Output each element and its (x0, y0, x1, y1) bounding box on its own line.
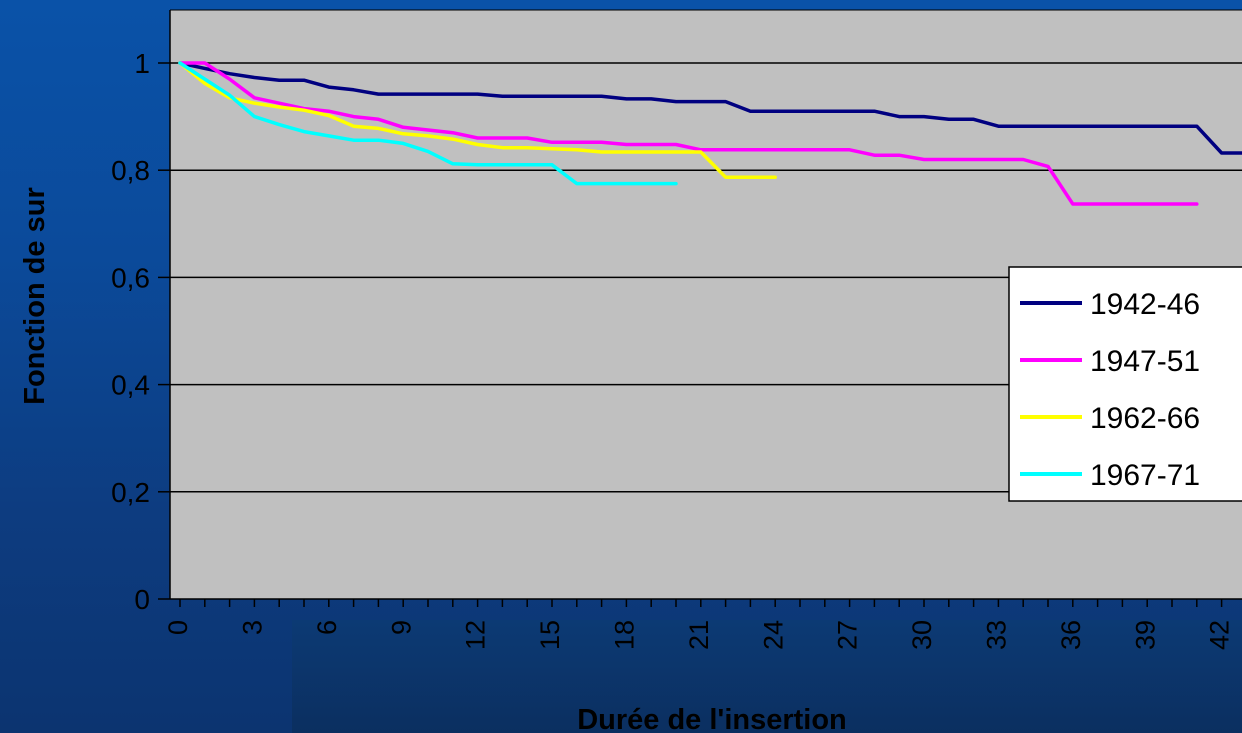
x-tick-label-4: 12 (461, 620, 491, 650)
series-line-1967-71 (178, 61, 678, 186)
legend-label-1942-46: 1942-46 (1090, 288, 1200, 321)
x-tick-label-0: 0 (163, 620, 193, 635)
series-line-1947-51 (178, 61, 1199, 206)
series-line-1962-66 (178, 61, 777, 179)
x-tick-label-5: 15 (535, 620, 565, 650)
x-tick-label-9: 27 (833, 620, 863, 650)
y-axis-title: Fonction de sur (19, 187, 51, 405)
y-tick-label-0: 0 (134, 584, 150, 615)
x-axis-title: Durée de l'insertion (577, 704, 847, 733)
x-tick-label-1: 3 (238, 620, 268, 635)
legend: 1942-46 1947-51 1962-66 1967-71 (1008, 266, 1242, 502)
x-tick-label-7: 21 (684, 620, 714, 650)
axes (169, 9, 1242, 600)
series-line-1942-46 (178, 61, 1242, 155)
x-axis-ticks: 0 3 6 9 12 15 18 21 24 27 30 33 36 39 42 (163, 599, 1235, 650)
series-lines (178, 61, 1242, 206)
x-tick-label-11: 33 (982, 620, 1012, 650)
legend-label-1947-51: 1947-51 (1090, 345, 1200, 378)
y-tick-label-1: 0,2 (111, 477, 150, 508)
background-dark-block (292, 620, 1242, 733)
x-tick-label-12: 36 (1056, 620, 1086, 650)
x-tick-label-2: 6 (312, 620, 342, 635)
x-tick-label-10: 30 (907, 620, 937, 650)
legend-box (1008, 266, 1242, 502)
y-tick-label-2: 0,4 (111, 370, 150, 401)
legend-label-1967-71: 1967-71 (1090, 459, 1200, 492)
legend-label-1962-66: 1962-66 (1090, 402, 1200, 435)
x-tick-label-14: 42 (1205, 620, 1235, 650)
y-tick-label-3: 0,6 (111, 262, 150, 293)
y-tick-label-4: 0,8 (111, 155, 150, 186)
x-tick-label-8: 24 (758, 620, 788, 650)
x-tick-label-13: 39 (1130, 620, 1160, 650)
y-tick-label-5: 1 (134, 48, 150, 79)
x-tick-label-6: 18 (610, 620, 640, 650)
x-tick-label-3: 9 (386, 620, 416, 635)
y-axis-ticks: 0 0,2 0,4 0,6 0,8 1 (111, 48, 170, 615)
